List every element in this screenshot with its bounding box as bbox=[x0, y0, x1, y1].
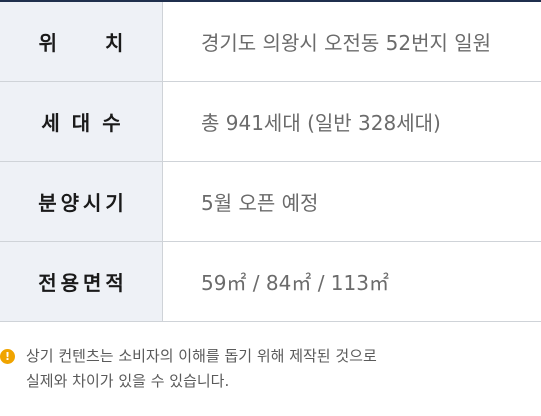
row-value: 59㎡ / 84㎡ / 113㎡ bbox=[201, 271, 389, 295]
row-value: 경기도 의왕시 오전동 52번지 일원 bbox=[201, 31, 492, 55]
notice-line-1: ! 상기 컨텐츠는 소비자의 이해를 돕기 위해 제작된 것으로 bbox=[0, 344, 541, 369]
table-row-location: 위치 경기도 의왕시 오전동 52번지 일원 bbox=[0, 2, 541, 82]
table-top-rule bbox=[0, 0, 541, 2]
row-value: 총 941세대 (일반 328세대) bbox=[201, 111, 441, 135]
row-label: 위치 bbox=[0, 2, 163, 81]
row-label: 전용면적 bbox=[0, 242, 163, 321]
row-label-text: 분양시기 bbox=[38, 191, 128, 215]
notice-text-2: 실제와 차이가 있을 수 있습니다. bbox=[26, 372, 230, 390]
row-label-text: 전용면적 bbox=[38, 271, 128, 295]
info-table: 위치 경기도 의왕시 오전동 52번지 일원 세대수 총 941세대 (일반 3… bbox=[0, 2, 541, 322]
table-row-households: 세대수 총 941세대 (일반 328세대) bbox=[0, 82, 541, 162]
row-label-text: 위치 bbox=[38, 31, 172, 55]
notice-text-1: 상기 컨텐츠는 소비자의 이해를 돕기 위해 제작된 것으로 bbox=[26, 347, 377, 365]
row-label: 세대수 bbox=[0, 82, 163, 161]
notice-line-2: 실제와 차이가 있을 수 있습니다. bbox=[0, 369, 541, 394]
row-value: 5월 오픈 예정 bbox=[201, 191, 319, 215]
row-label-text: 세대수 bbox=[41, 111, 133, 135]
disclaimer-notice: ! 상기 컨텐츠는 소비자의 이해를 돕기 위해 제작된 것으로 실제와 차이가… bbox=[0, 344, 541, 394]
table-row-area: 전용면적 59㎡ / 84㎡ / 113㎡ bbox=[0, 242, 541, 322]
row-label: 분양시기 bbox=[0, 162, 163, 241]
info-icon: ! bbox=[0, 349, 15, 364]
table-row-sale-period: 분양시기 5월 오픈 예정 bbox=[0, 162, 541, 242]
